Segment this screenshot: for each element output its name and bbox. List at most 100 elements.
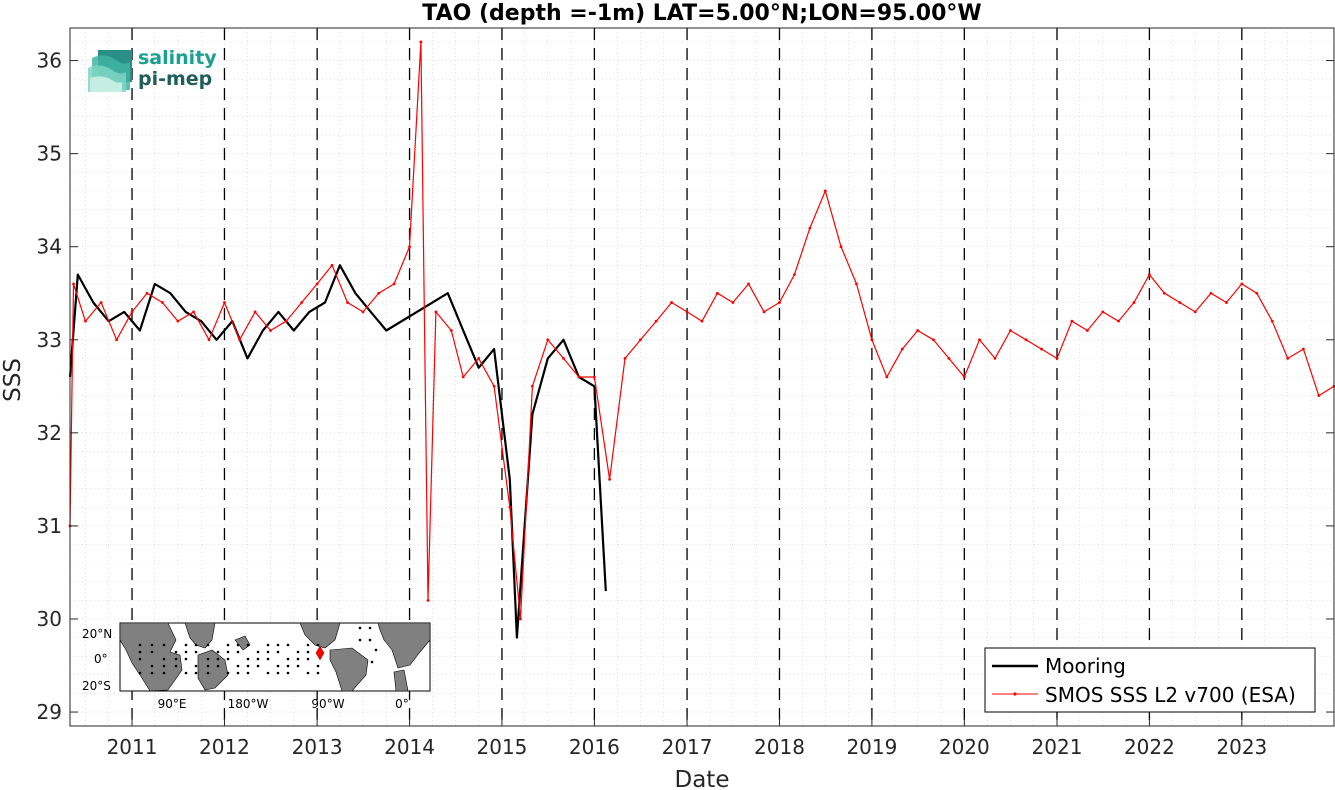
series-smos-point: [1270, 319, 1274, 323]
series-smos-point: [84, 319, 87, 323]
legend-smos-marker: [1013, 692, 1017, 696]
map-station-marker: [315, 645, 325, 661]
x-tick-label: 2019: [846, 735, 897, 759]
series-smos-point: [639, 338, 642, 342]
legend-smos-label: SMOS SSS L2 v700 (ESA): [1045, 683, 1296, 707]
map-buoy-dot: [174, 664, 178, 668]
map-buoy-dot: [184, 657, 188, 661]
series-smos-point: [808, 226, 812, 230]
map-buoy-dot: [276, 671, 280, 675]
map-buoy-dot: [246, 657, 250, 661]
map-buoy-dot: [358, 638, 362, 642]
y-tick-label: 32: [37, 421, 62, 445]
map-buoy-dot: [286, 657, 290, 661]
y-tick-label: 29: [37, 700, 62, 724]
x-tick-label: 2017: [662, 735, 713, 759]
series-smos-point: [823, 189, 827, 193]
map-buoy-dot: [138, 643, 142, 647]
series-smos-point: [747, 282, 750, 286]
series-smos-point: [176, 319, 180, 323]
map-buoy-dot: [316, 643, 320, 647]
map-buoy-dot: [138, 650, 142, 654]
x-tick-label: 2021: [1032, 735, 1083, 759]
series-smos-point: [346, 301, 349, 304]
x-tick-label: 2014: [384, 735, 435, 759]
series-smos-point: [1117, 319, 1120, 323]
map-buoy-dot: [150, 671, 154, 675]
series-smos-point: [419, 40, 423, 44]
map-buoy-dot: [226, 657, 230, 661]
inset-map: 20°N 0° 20°S 90°E 180°W 90°W 0°: [82, 622, 431, 711]
series-smos-point: [1255, 291, 1259, 295]
map-buoy-dot: [236, 664, 240, 668]
series-smos-point: [1024, 338, 1028, 342]
series-smos-point: [1178, 301, 1182, 304]
series-smos-point: [1101, 310, 1105, 314]
series-smos-point: [1040, 347, 1043, 351]
series-smos-point: [1009, 329, 1012, 332]
map-buoy-dot: [296, 650, 300, 654]
x-tick-label: 2015: [477, 735, 528, 759]
map-buoy-dot: [184, 643, 188, 647]
chart-title: TAO (depth =-1m) LAT=5.00°N;LON=95.00°W: [422, 1, 981, 26]
series-smos-point: [434, 310, 438, 314]
series-smos-point: [99, 301, 103, 304]
map-lat-label-0: 0°: [94, 652, 108, 666]
map-lon-label-90e: 90°E: [158, 697, 187, 711]
series-smos-point: [1055, 356, 1059, 360]
series-smos-point: [916, 329, 920, 332]
map-buoy-dot: [184, 650, 188, 654]
series-smos-point: [885, 375, 889, 379]
series-smos-point: [1070, 319, 1074, 323]
y-tick-label: 35: [37, 142, 62, 166]
series-smos-point: [855, 282, 858, 286]
map-lat-label-20n: 20°N: [82, 627, 112, 641]
map-buoy-dot: [206, 671, 210, 675]
map-buoy-dot: [368, 638, 372, 642]
legend-mooring-label: Mooring: [1045, 654, 1126, 678]
series-smos-point: [1148, 273, 1151, 277]
map-buoy-dot: [276, 650, 280, 654]
series-smos-point: [1240, 282, 1244, 286]
series-smos-point: [608, 477, 611, 481]
series-smos-point: [546, 338, 550, 342]
map-buoy-dot: [184, 671, 188, 675]
map-buoy-dot: [236, 671, 240, 675]
map-buoy-dot: [286, 643, 290, 647]
series-smos-point: [670, 301, 674, 304]
logo-line1: salinity: [138, 47, 217, 69]
y-tick-label: 33: [37, 328, 62, 352]
series-smos-point: [762, 310, 766, 314]
map-buoy-dot: [226, 671, 230, 675]
map-buoy-dot: [206, 657, 210, 661]
map-buoy-dot: [286, 671, 290, 675]
map-buoy-dot: [276, 643, 280, 647]
legend-box: [984, 647, 1316, 713]
map-buoy-dot: [236, 643, 240, 647]
map-lon-label-0: 0°: [395, 697, 409, 711]
series-smos-point: [161, 301, 164, 304]
series-smos-point: [449, 329, 453, 332]
map-buoy-dot: [226, 650, 230, 654]
series-smos-point: [1209, 291, 1213, 295]
series-smos-point: [377, 291, 381, 295]
map-land: [119, 622, 431, 692]
series-smos-point: [793, 273, 796, 277]
series-smos-point: [1193, 310, 1197, 314]
series-smos-point: [900, 347, 904, 351]
x-tick-label: 2011: [107, 735, 158, 759]
map-buoy-dot: [194, 643, 198, 647]
legend: Mooring SMOS SSS L2 v700 (ESA): [984, 647, 1316, 713]
series-smos-point: [978, 338, 981, 342]
series-smos-point: [130, 310, 134, 314]
x-tick-label: 2018: [754, 735, 805, 759]
map-buoy-dot: [358, 626, 362, 630]
series-smos-point: [223, 301, 226, 304]
series-smos-point: [1162, 291, 1166, 295]
series-smos-point: [361, 310, 365, 314]
series-smos-point: [731, 301, 735, 304]
map-buoy-dot: [370, 660, 374, 664]
map-buoy-dot: [194, 650, 198, 654]
y-axis-title: SSS: [0, 358, 26, 402]
